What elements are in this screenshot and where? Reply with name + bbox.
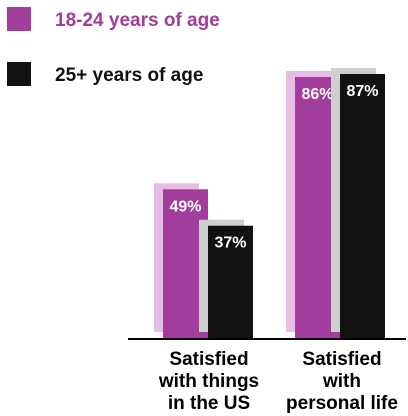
category-label-line: in the US: [168, 393, 250, 414]
bar-value-label: 49%: [169, 198, 201, 215]
bar-value-label: 86%: [301, 86, 333, 103]
bar-2-1: [208, 225, 253, 338]
bar-value-label: 87%: [346, 83, 378, 100]
legend-label-2: 25+ years of age: [55, 65, 203, 86]
category-label-line: personal life: [286, 393, 398, 414]
bar-value-label: 37%: [214, 235, 246, 252]
legend-swatch-1: [7, 7, 31, 31]
bars: 49% 37% 86% 87%: [154, 68, 385, 338]
legend-swatch-2: [7, 62, 31, 86]
category-label-line: Satisfied: [169, 349, 248, 370]
category-label-line: Satisfied: [302, 349, 381, 370]
legend: 18-24 years of age 25+ years of age: [7, 7, 220, 86]
category-label-line: with: [322, 371, 361, 392]
legend-label-1: 18-24 years of age: [55, 10, 220, 31]
category-label-line: with things: [158, 371, 259, 392]
bar-2-2: [340, 74, 385, 338]
